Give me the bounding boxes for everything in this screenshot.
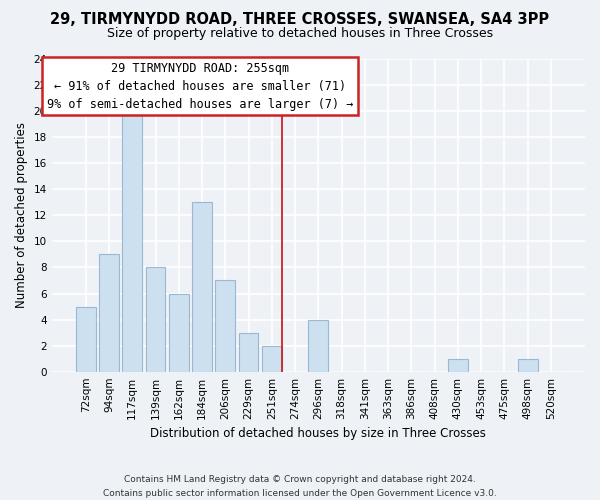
Bar [169,294,188,372]
Text: Size of property relative to detached houses in Three Crosses: Size of property relative to detached ho… [107,28,493,40]
Bar [239,332,259,372]
Bar [122,111,142,372]
Bar [99,254,119,372]
X-axis label: Distribution of detached houses by size in Three Crosses: Distribution of detached houses by size … [151,427,486,440]
Text: 29, TIRMYNYDD ROAD, THREE CROSSES, SWANSEA, SA4 3PP: 29, TIRMYNYDD ROAD, THREE CROSSES, SWANS… [50,12,550,28]
Bar [215,280,235,372]
Bar [308,320,328,372]
Text: Contains HM Land Registry data © Crown copyright and database right 2024.
Contai: Contains HM Land Registry data © Crown c… [103,476,497,498]
Bar [262,346,282,372]
Bar [146,268,166,372]
Bar [518,358,538,372]
Bar [76,306,95,372]
Bar [192,202,212,372]
Y-axis label: Number of detached properties: Number of detached properties [15,122,28,308]
Bar [448,358,468,372]
Text: 29 TIRMYNYDD ROAD: 255sqm
← 91% of detached houses are smaller (71)
9% of semi-d: 29 TIRMYNYDD ROAD: 255sqm ← 91% of detac… [47,62,353,110]
